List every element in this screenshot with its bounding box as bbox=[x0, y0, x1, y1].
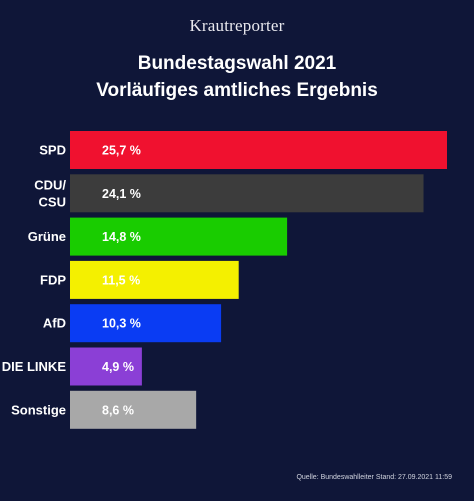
chart-title: Bundestagswahl 2021 Vorläufiges amtliche… bbox=[0, 50, 474, 104]
category-label-cdu-csu: CDU/CSU bbox=[34, 177, 66, 209]
category-label-spd: SPD bbox=[39, 143, 66, 158]
bar-cdu-csu bbox=[70, 174, 424, 213]
value-label-sonstige: 8,6 % bbox=[102, 403, 134, 417]
bar-die-linke bbox=[70, 347, 142, 386]
category-label-sonstige: Sonstige bbox=[11, 402, 66, 417]
value-label-grüne: 14,8 % bbox=[102, 230, 141, 244]
category-label-grüne: Grüne bbox=[28, 229, 66, 244]
category-label-die-linke: DIE LINKE bbox=[2, 359, 67, 374]
chart-title-line-2: Vorläufiges amtliches Ergebnis bbox=[96, 80, 378, 101]
source-note: Quelle: Bundeswahlleiter Stand: 27.09.20… bbox=[296, 474, 452, 481]
brand-logo: Krautreporter bbox=[189, 16, 285, 35]
bar-spd bbox=[70, 131, 447, 169]
category-label-afd: AfD bbox=[43, 316, 66, 331]
value-label-spd: 25,7 % bbox=[102, 144, 141, 158]
bar-afd bbox=[70, 304, 222, 343]
value-label-fdp: 11,5 % bbox=[102, 273, 140, 287]
bar-fdp bbox=[70, 260, 239, 299]
value-label-die-linke: 4,9 % bbox=[102, 360, 134, 374]
bar-sonstige bbox=[70, 390, 197, 429]
value-label-afd: 10,3 % bbox=[102, 317, 141, 331]
category-label-fdp: FDP bbox=[40, 272, 66, 287]
value-label-cdu-csu: 24,1 % bbox=[102, 187, 141, 201]
chart-title-line-1: Bundestagswahl 2021 bbox=[137, 53, 337, 74]
bar-grüne bbox=[70, 217, 288, 256]
